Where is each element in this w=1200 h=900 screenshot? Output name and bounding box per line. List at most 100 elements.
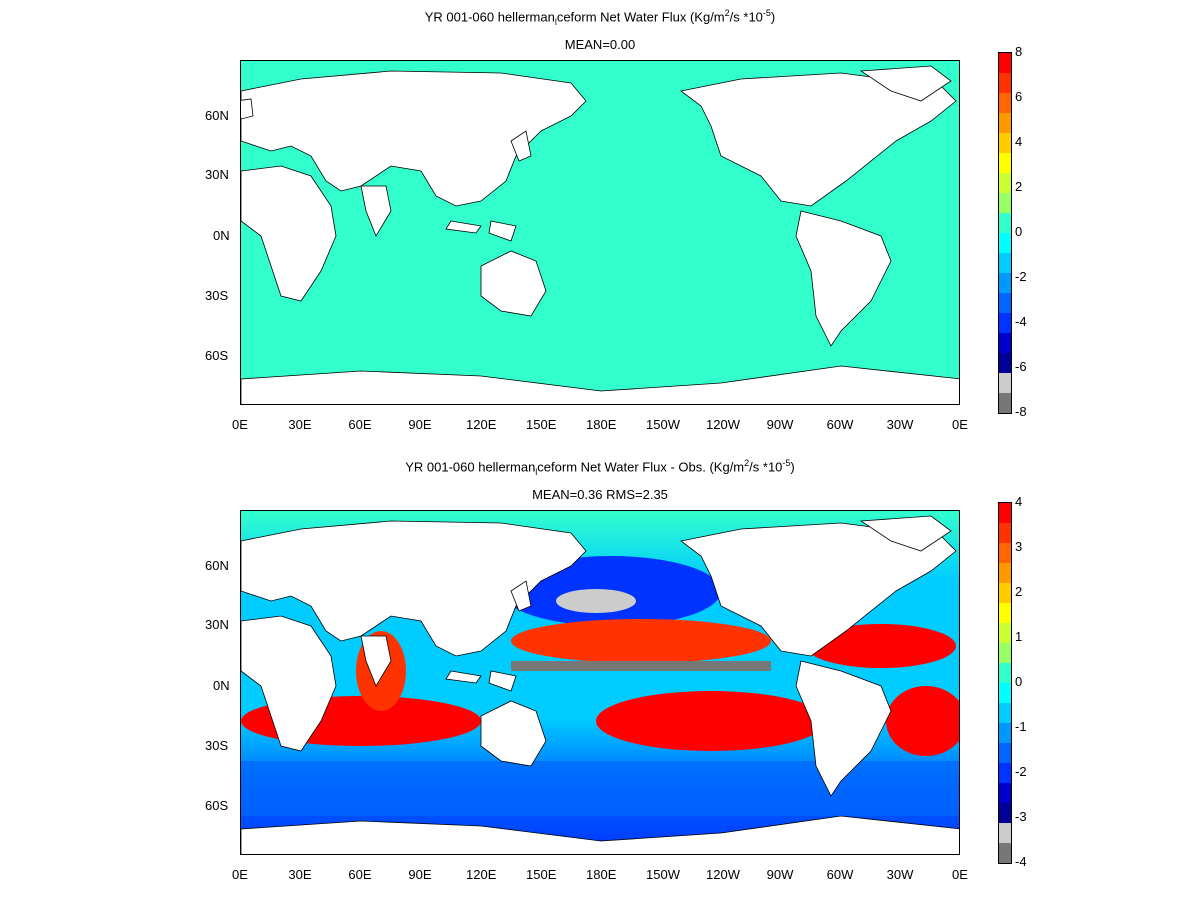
panel2-subtitle: MEAN=0.36 RMS=2.35 bbox=[532, 487, 668, 502]
panel1-ytick: 30N bbox=[205, 167, 229, 182]
panel2-ytick: 60N bbox=[205, 558, 229, 573]
colorbar-segment bbox=[999, 643, 1011, 663]
panel1-ytick: 60S bbox=[205, 348, 229, 363]
colorbar-segment bbox=[999, 503, 1011, 523]
xtick-label: 120W bbox=[706, 867, 740, 882]
xtick-label: 0E bbox=[952, 417, 968, 432]
xtick-label: 0E bbox=[952, 867, 968, 882]
panel1-ytick: 30S bbox=[205, 288, 229, 303]
colorbar-label: -3 bbox=[1015, 809, 1027, 824]
colorbar-segment bbox=[999, 723, 1011, 743]
xtick-label: 180E bbox=[586, 417, 617, 432]
colorbar-label: -2 bbox=[1015, 269, 1027, 284]
panel2-itcz bbox=[511, 661, 771, 671]
xtick-label: 150E bbox=[526, 417, 557, 432]
colorbar-segment bbox=[999, 743, 1011, 763]
xtick-label: 90W bbox=[766, 867, 794, 882]
colorbar-segment bbox=[999, 113, 1011, 133]
xtick-label: 60E bbox=[348, 867, 372, 882]
xtick-label: 90E bbox=[408, 417, 432, 432]
panel1-colorbar bbox=[998, 52, 1012, 414]
xtick-label: 150W bbox=[646, 867, 680, 882]
colorbar-segment bbox=[999, 783, 1011, 803]
colorbar-segment bbox=[999, 173, 1011, 193]
colorbar-segment bbox=[999, 93, 1011, 113]
xtick-label: 30E bbox=[288, 417, 312, 432]
colorbar-segment bbox=[999, 293, 1011, 313]
xtick-label: 60W bbox=[826, 417, 854, 432]
xtick-label: 60W bbox=[826, 867, 854, 882]
panel1-ytick: 0N bbox=[213, 228, 230, 243]
xtick-label: 0E bbox=[232, 867, 248, 882]
panel2-natlantic-surplus bbox=[806, 624, 956, 668]
colorbar-segment bbox=[999, 133, 1011, 153]
colorbar-label: 3 bbox=[1015, 539, 1023, 554]
panel2-ytick: 30S bbox=[205, 738, 229, 753]
colorbar-label: 2 bbox=[1015, 584, 1023, 599]
panel2-ytick: 30N bbox=[205, 617, 229, 632]
colorbar-label: -4 bbox=[1015, 854, 1027, 869]
panel2-gray-patch bbox=[556, 589, 636, 613]
colorbar-segment bbox=[999, 73, 1011, 93]
colorbar-label: 4 bbox=[1015, 134, 1023, 149]
xtick-label: 30W bbox=[886, 867, 914, 882]
xtick-label: 150W bbox=[646, 417, 680, 432]
colorbar-segment bbox=[999, 373, 1011, 393]
colorbar-label: 8 bbox=[1015, 44, 1023, 59]
colorbar-label: 6 bbox=[1015, 89, 1023, 104]
colorbar-segment bbox=[999, 313, 1011, 333]
colorbar-label: -8 bbox=[1015, 404, 1027, 419]
colorbar-segment bbox=[999, 273, 1011, 293]
colorbar-segment bbox=[999, 823, 1011, 843]
colorbar-label: -2 bbox=[1015, 764, 1027, 779]
xtick-label: 30W bbox=[886, 417, 914, 432]
colorbar-label: 2 bbox=[1015, 179, 1023, 194]
panel2-colorbar bbox=[998, 502, 1012, 864]
panel2-land bbox=[241, 515, 959, 854]
panel2-npac-surplus bbox=[511, 619, 771, 663]
colorbar-segment bbox=[999, 703, 1011, 723]
colorbar-segment bbox=[999, 623, 1011, 643]
panel1-ytick: 60N bbox=[205, 108, 229, 123]
panel2-title: YR 001-060 hellermanlceform Net Water Fl… bbox=[405, 458, 795, 477]
colorbar-segment bbox=[999, 803, 1011, 823]
panel1-title: YR 001-060 hellermanlceform Net Water Fl… bbox=[424, 8, 776, 27]
xtick-label: 150E bbox=[526, 867, 557, 882]
panel2-satlantic-surplus bbox=[886, 686, 959, 756]
colorbar-segment bbox=[999, 843, 1011, 863]
colorbar-segment bbox=[999, 603, 1011, 623]
xtick-label: 90W bbox=[766, 417, 794, 432]
xtick-label: 120W bbox=[706, 417, 740, 432]
colorbar-label: -6 bbox=[1015, 359, 1027, 374]
colorbar-label: -4 bbox=[1015, 314, 1027, 329]
colorbar-segment bbox=[999, 193, 1011, 213]
colorbar-label: 1 bbox=[1015, 629, 1023, 644]
panel1-map-svg bbox=[241, 61, 959, 404]
colorbar-segment bbox=[999, 763, 1011, 783]
panel2-map bbox=[240, 510, 960, 855]
colorbar-label: -1 bbox=[1015, 719, 1027, 734]
panel2-spac-surplus bbox=[596, 691, 826, 751]
colorbar-segment bbox=[999, 683, 1011, 703]
colorbar-segment bbox=[999, 233, 1011, 253]
colorbar-segment bbox=[999, 213, 1011, 233]
colorbar-segment bbox=[999, 333, 1011, 353]
xtick-label: 0E bbox=[232, 417, 248, 432]
panel2-map-svg bbox=[241, 511, 959, 854]
xtick-label: 180E bbox=[586, 867, 617, 882]
xtick-label: 30E bbox=[288, 867, 312, 882]
panel2-ytick: 60S bbox=[205, 798, 229, 813]
panel1-subtitle: MEAN=0.00 bbox=[564, 37, 636, 52]
colorbar-segment bbox=[999, 543, 1011, 563]
panel2-ytick: 0N bbox=[213, 678, 230, 693]
colorbar-label: 0 bbox=[1015, 224, 1023, 239]
panel1-map bbox=[240, 60, 960, 405]
panel1-land bbox=[241, 65, 959, 404]
colorbar-segment bbox=[999, 663, 1011, 683]
xtick-label: 120E bbox=[466, 417, 497, 432]
colorbar-segment bbox=[999, 393, 1011, 413]
colorbar-segment bbox=[999, 53, 1011, 73]
colorbar-segment bbox=[999, 563, 1011, 583]
colorbar-label: 4 bbox=[1015, 494, 1023, 509]
colorbar-segment bbox=[999, 253, 1011, 273]
